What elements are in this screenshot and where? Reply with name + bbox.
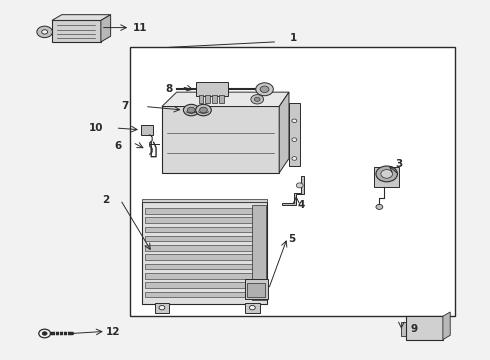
Circle shape: [376, 204, 383, 210]
Circle shape: [254, 97, 260, 102]
Circle shape: [251, 95, 264, 104]
Polygon shape: [162, 92, 289, 107]
Bar: [145, 264, 265, 269]
Polygon shape: [282, 176, 304, 205]
Bar: [198, 95, 203, 103]
Circle shape: [260, 86, 269, 93]
Bar: [145, 282, 265, 288]
Bar: [130, 47, 455, 316]
Bar: [245, 279, 269, 299]
Bar: [289, 103, 300, 166]
Bar: [145, 255, 265, 260]
Bar: [212, 95, 217, 103]
Text: 4: 4: [297, 200, 305, 210]
Circle shape: [199, 107, 207, 113]
Bar: [145, 273, 265, 279]
Bar: [196, 82, 228, 96]
Circle shape: [292, 157, 297, 160]
Bar: [145, 245, 265, 251]
Bar: [219, 95, 224, 103]
Bar: [155, 303, 169, 313]
Circle shape: [159, 306, 165, 310]
Bar: [145, 226, 265, 232]
Text: 2: 2: [102, 195, 109, 205]
Bar: [247, 283, 265, 297]
Polygon shape: [52, 15, 111, 21]
Text: 8: 8: [166, 84, 173, 94]
Circle shape: [256, 83, 273, 96]
Polygon shape: [279, 92, 289, 173]
Text: 5: 5: [288, 234, 295, 244]
Bar: [52, 21, 101, 42]
Bar: [406, 316, 443, 339]
Bar: [145, 217, 265, 223]
Bar: [374, 167, 399, 187]
Text: 11: 11: [133, 23, 147, 33]
Bar: [143, 202, 267, 304]
Bar: [145, 208, 265, 213]
Bar: [245, 303, 260, 313]
Circle shape: [42, 30, 48, 34]
Text: 6: 6: [114, 141, 122, 151]
Circle shape: [183, 104, 199, 116]
Circle shape: [39, 329, 50, 338]
Bar: [252, 205, 266, 300]
Bar: [401, 321, 408, 336]
Text: 9: 9: [410, 324, 417, 334]
Bar: [143, 199, 267, 202]
Polygon shape: [443, 312, 450, 339]
Circle shape: [196, 104, 211, 116]
Circle shape: [381, 170, 392, 178]
Text: 12: 12: [106, 327, 121, 337]
Bar: [141, 125, 153, 135]
Circle shape: [42, 332, 47, 335]
Circle shape: [37, 26, 52, 38]
Circle shape: [249, 306, 255, 310]
Circle shape: [376, 166, 397, 182]
Bar: [162, 107, 279, 173]
Text: 3: 3: [395, 159, 403, 169]
Bar: [145, 292, 265, 297]
Text: 1: 1: [290, 33, 297, 43]
Circle shape: [187, 107, 195, 113]
Circle shape: [292, 119, 297, 123]
Text: 10: 10: [89, 123, 103, 133]
Circle shape: [296, 183, 303, 188]
Circle shape: [292, 138, 297, 141]
Bar: [145, 236, 265, 242]
Polygon shape: [101, 15, 111, 42]
Text: 7: 7: [122, 102, 129, 112]
Bar: [205, 95, 210, 103]
